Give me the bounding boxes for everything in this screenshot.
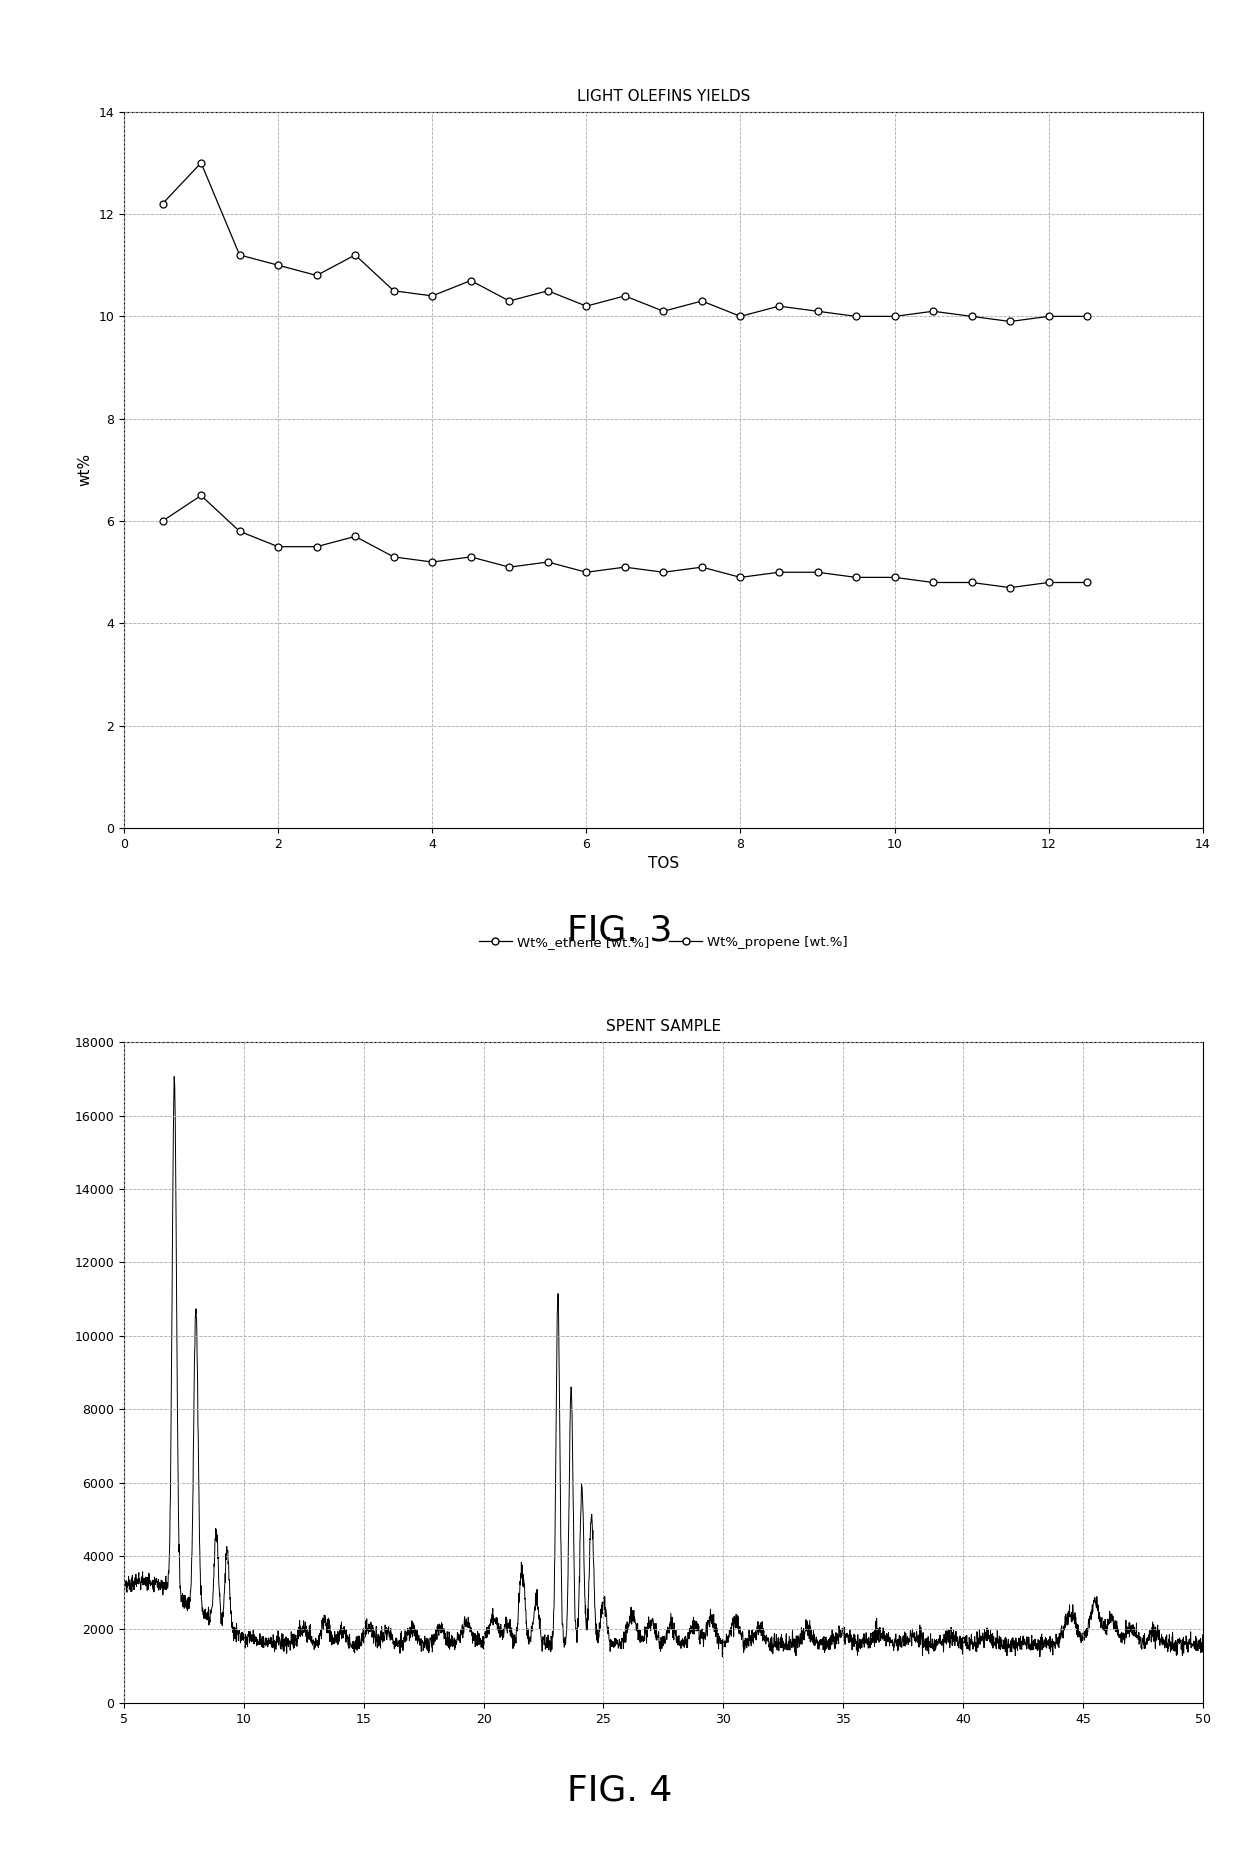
X-axis label: TOS: TOS (647, 856, 680, 871)
Text: FIG. 4: FIG. 4 (568, 1774, 672, 1807)
Y-axis label: wt%: wt% (78, 454, 93, 486)
Legend: Wt%_ethene [wt.%], Wt%_propene [wt.%]: Wt%_ethene [wt.%], Wt%_propene [wt.%] (474, 930, 853, 955)
Title: LIGHT OLEFINS YIELDS: LIGHT OLEFINS YIELDS (577, 89, 750, 104)
Title: SPENT SAMPLE: SPENT SAMPLE (606, 1020, 720, 1035)
Text: FIG. 3: FIG. 3 (568, 914, 672, 947)
